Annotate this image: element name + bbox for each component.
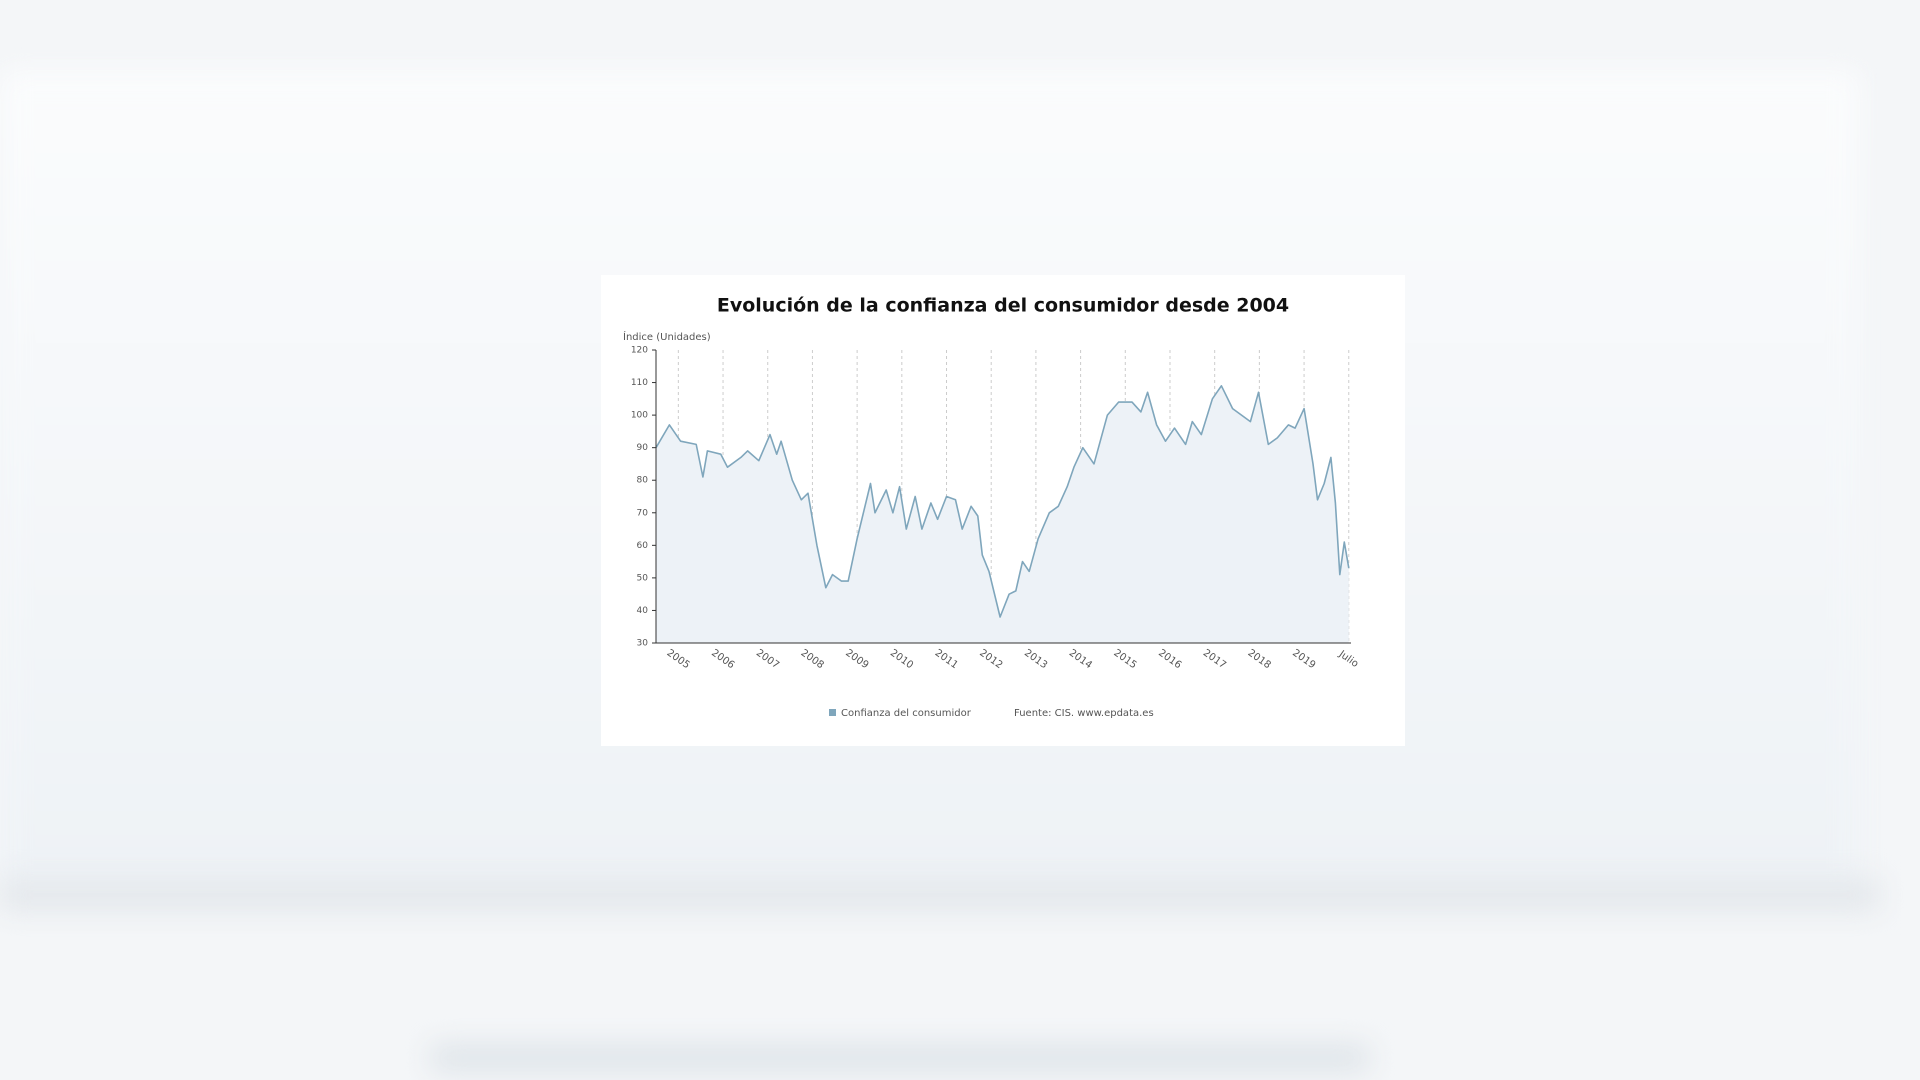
x-tick-label: 2018 [1246,648,1273,672]
y-tick-label: 110 [631,378,648,388]
y-tick-label: 100 [631,411,648,421]
x-tick-label: 2006 [709,648,736,672]
x-tick-label: 2011 [933,648,960,672]
y-axis-label: Índice (Unidades) [623,330,711,343]
chart-title: Evolución de la confianza del consumidor… [717,295,1289,317]
x-tick-label: Julio [1336,648,1360,670]
x-tick-label: 2009 [843,648,870,672]
chart: Evolución de la confianza del consumidor… [623,295,1360,720]
x-tick-label: 2019 [1290,648,1317,672]
blurred-legend [430,1045,1370,1071]
y-tick-label: 30 [637,639,649,649]
y-tick-label: 120 [631,346,648,356]
x-tick-label: 2015 [1111,648,1138,672]
area-fill [656,385,1349,643]
y-tick-label: 60 [637,541,649,551]
y-tick-label: 50 [637,573,649,583]
legend-swatch [829,709,836,716]
x-tick-label: 2012 [977,648,1004,672]
x-tick-label: 2017 [1201,648,1228,672]
x-tick-label: 2016 [1156,648,1183,672]
x-tick-label: 2007 [754,648,781,672]
chart-card: Evolución de la confianza del consumidor… [601,275,1405,746]
y-tick-label: 80 [637,476,649,486]
x-tick-label: 2013 [1022,648,1049,672]
line-series [655,385,1350,618]
x-tick-label: 2005 [664,648,691,672]
x-tick-label: 2014 [1067,648,1094,672]
y-tick-label: 40 [637,606,649,616]
y-tick-label: 70 [637,508,649,518]
x-tick-label: 2010 [888,648,915,672]
legend-label: Confianza del consumidor [841,708,972,719]
blurred-backdrop-band [0,880,1880,910]
y-tick-label: 90 [637,443,649,453]
source-note: Fuente: CIS. www.epdata.es [1014,708,1154,719]
x-tick-label: 2008 [799,648,826,672]
